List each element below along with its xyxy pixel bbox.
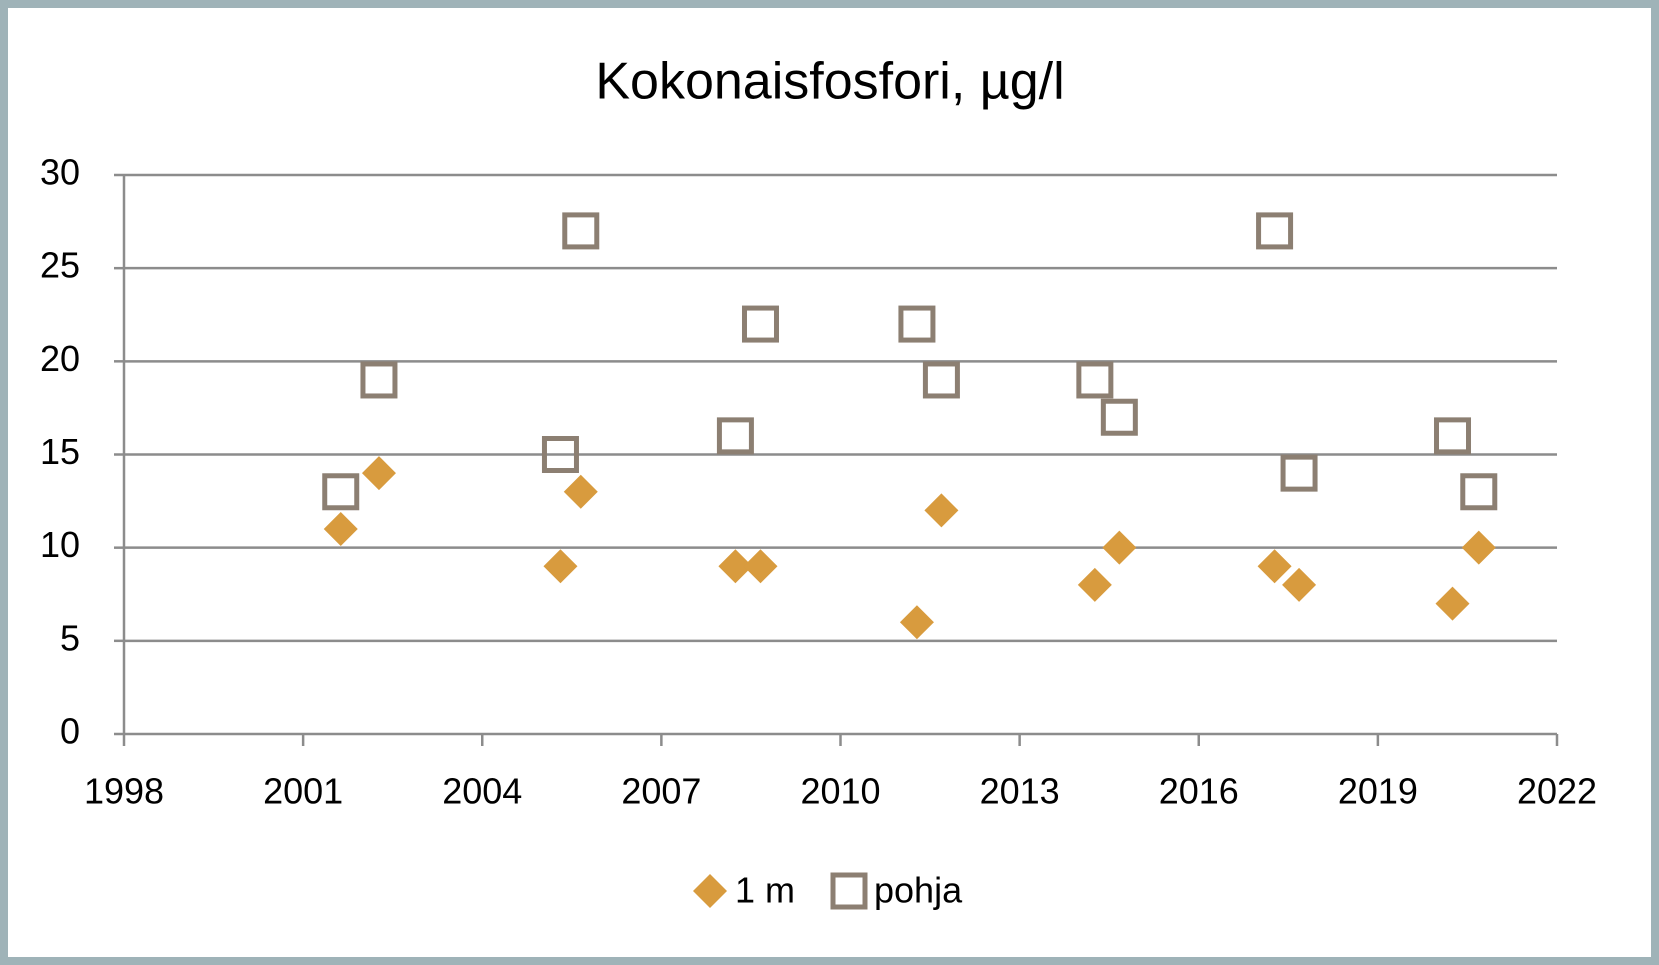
point — [323, 512, 358, 547]
y-tick-label: 30 — [40, 152, 80, 193]
point — [1102, 530, 1137, 565]
x-tick-label: 2007 — [621, 771, 701, 812]
point — [1461, 530, 1496, 565]
point — [716, 417, 754, 455]
x-tick-label: 2013 — [980, 771, 1060, 812]
x-tick-label: 2016 — [1159, 771, 1239, 812]
point — [1460, 473, 1498, 511]
point — [1282, 567, 1317, 602]
legend-marker — [830, 872, 868, 910]
y-tick-label: 0 — [60, 711, 80, 752]
point — [1280, 454, 1318, 492]
point — [361, 456, 396, 491]
x-tick-label: 2022 — [1517, 771, 1597, 812]
point — [541, 436, 579, 473]
point — [741, 305, 779, 343]
point — [322, 473, 360, 511]
point — [563, 474, 598, 509]
y-tick-label: 5 — [60, 617, 80, 658]
point — [1435, 586, 1470, 621]
point — [1100, 398, 1138, 436]
point — [718, 549, 753, 584]
x-tick-label: 2004 — [442, 771, 522, 812]
point — [1434, 417, 1472, 455]
point — [898, 305, 936, 343]
chart-title: Kokonaisfosfori, µg/l — [595, 53, 1064, 111]
point — [1076, 361, 1114, 399]
legend-label: pohja — [874, 870, 963, 911]
y-tick-label: 15 — [40, 431, 80, 472]
legend-label: 1 m — [735, 870, 795, 911]
point — [922, 361, 960, 399]
x-tick-label: 1998 — [84, 771, 164, 812]
point — [1077, 567, 1112, 602]
x-tick-label: 2001 — [263, 771, 343, 812]
point — [360, 361, 398, 399]
point — [924, 493, 959, 528]
y-tick-label: 20 — [40, 338, 80, 379]
point — [543, 549, 578, 584]
point — [1257, 549, 1292, 584]
legend-marker — [693, 874, 727, 908]
y-tick-label: 25 — [40, 245, 80, 286]
point — [899, 605, 934, 640]
point — [562, 212, 600, 250]
point — [1256, 212, 1294, 250]
point — [743, 549, 778, 584]
x-tick-label: 2019 — [1338, 771, 1418, 812]
y-tick-label: 10 — [40, 524, 80, 565]
x-tick-label: 2010 — [800, 771, 880, 812]
